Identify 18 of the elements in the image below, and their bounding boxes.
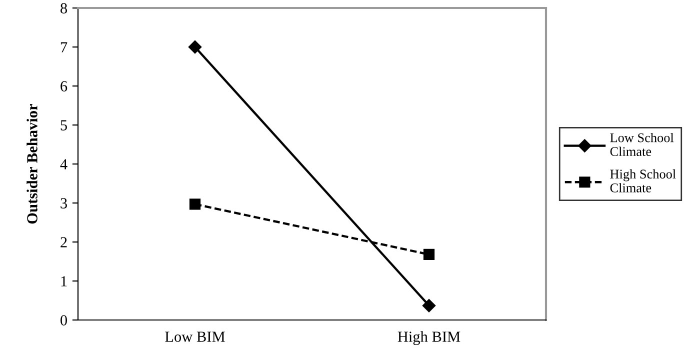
x-tick-label: High BIM: [398, 331, 460, 346]
y-tick-label: 2: [60, 237, 67, 248]
legend-label: High School Climate: [610, 169, 676, 192]
point: [423, 248, 435, 260]
y-tick-label: 3: [60, 198, 67, 208]
y-tick-label: 6: [60, 81, 68, 92]
y-tick-label: 8: [60, 3, 67, 14]
y-tick-label: 4: [60, 159, 68, 170]
y-axis-title: Outsider Behavior: [26, 104, 38, 224]
point: [422, 298, 436, 312]
y-tick-label: 5: [60, 120, 67, 130]
x-tick-label: Low BIM: [165, 332, 225, 342]
legend-label: Low School Climate: [610, 132, 674, 156]
y-tick-label: 1: [61, 276, 67, 286]
point: [189, 198, 201, 210]
y-tick-label: 0: [60, 315, 67, 326]
point: [188, 40, 202, 54]
y-tick-label: 7: [60, 42, 68, 52]
